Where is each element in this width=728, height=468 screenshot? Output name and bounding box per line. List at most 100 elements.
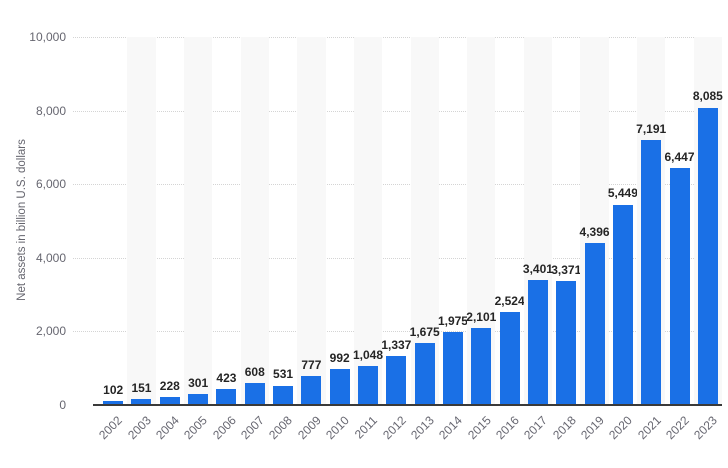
- y-axis-tick-label: 0: [59, 398, 66, 412]
- x-axis-year-label: 2003: [124, 413, 154, 443]
- bar-2011: [358, 366, 379, 405]
- x-axis-year-label: 2018: [549, 413, 579, 443]
- chart-column: 8,085: [692, 37, 723, 405]
- y-axis-title: Net assets in billion U.S. dollars: [16, 139, 28, 301]
- chart-column: 1,337: [381, 37, 412, 405]
- bar-2019: [584, 243, 605, 405]
- chart-column: 7,191: [636, 37, 667, 405]
- bar-value-label: 531: [273, 367, 294, 382]
- x-axis-year-label: 2019: [577, 413, 607, 443]
- chart-column: 608: [240, 37, 269, 405]
- bar-2007: [244, 382, 265, 405]
- bar-value-label: 8,085: [692, 89, 723, 104]
- bar-2014: [442, 332, 463, 405]
- bar-value-label: 6,447: [664, 149, 695, 164]
- bar-2021: [641, 140, 662, 405]
- bar-2003: [131, 399, 152, 405]
- bar-2020: [612, 204, 633, 405]
- bar-2006: [216, 389, 237, 405]
- chart-column: 1,675: [409, 37, 440, 405]
- bar-2017: [527, 279, 548, 405]
- x-axis-year-label: 2006: [209, 413, 239, 443]
- chart-column: 992: [326, 37, 354, 405]
- y-axis-tick-label: 4,000: [35, 250, 66, 265]
- bar-value-label: 151: [131, 381, 152, 396]
- chart-column: 301: [183, 37, 213, 405]
- chart-column: 3,401: [522, 37, 553, 405]
- gridline: [73, 184, 722, 186]
- chart-column: 228: [156, 37, 184, 405]
- bar-2012: [386, 355, 407, 405]
- chart-column: 3,371: [551, 37, 582, 405]
- x-axis-year-label: 2023: [691, 413, 721, 443]
- bar-value-label: 2,524: [494, 294, 525, 309]
- bar-2018: [556, 280, 577, 405]
- chart-column: 531: [269, 37, 297, 405]
- bar-value-label: 102: [103, 383, 124, 398]
- x-axis-year-label: 2021: [634, 413, 664, 443]
- gridline: [73, 37, 722, 38]
- bar-value-label: 3,401: [522, 261, 553, 276]
- bar-2005: [188, 393, 209, 405]
- chart-column: 151: [127, 37, 156, 405]
- bar-2022: [669, 167, 690, 405]
- gridline: [73, 110, 722, 112]
- y-axis-tick-label: 8,000: [35, 103, 66, 118]
- bar-value-label: 777: [301, 358, 322, 373]
- bar-value-label: 228: [159, 378, 180, 393]
- chart-column: 423: [212, 37, 240, 405]
- y-axis-tick-label: 10,000: [29, 30, 66, 44]
- bar-value-label: 5,449: [607, 186, 638, 201]
- x-axis-year-label: 2014: [436, 413, 466, 443]
- x-axis-year-label: 2012: [379, 413, 409, 443]
- chart-column: 6,447: [664, 37, 695, 405]
- bar-2016: [499, 312, 520, 405]
- bar-value-label: 3,371: [551, 262, 582, 277]
- bar-2010: [329, 368, 350, 405]
- x-axis-year-label: 2022: [662, 413, 692, 443]
- x-axis-year-label: 2002: [96, 413, 126, 443]
- bar-2004: [159, 396, 180, 405]
- x-axis-year-label: 2009: [294, 413, 324, 443]
- bar-value-label: 2,101: [466, 309, 497, 324]
- x-axis-year-label: 2016: [493, 413, 522, 443]
- bar-value-label: 1,337: [381, 337, 412, 352]
- bar-2009: [301, 376, 322, 405]
- bar-value-label: 1,675: [409, 325, 440, 340]
- chart-column: 2,524: [494, 37, 525, 405]
- gridline: [73, 331, 722, 333]
- x-axis-year-label: 2004: [153, 413, 182, 443]
- bar-value-label: 4,396: [579, 225, 610, 240]
- y-axis-tick-label: 2,000: [35, 324, 66, 339]
- x-axis-year-label: 2015: [464, 413, 494, 443]
- bar-value-label: 301: [188, 375, 209, 390]
- x-axis-year-label: 2011: [352, 413, 381, 442]
- chart-column: 102: [99, 37, 127, 405]
- chart-column: 2,101: [466, 37, 497, 405]
- x-axis-year-label: 2017: [521, 413, 551, 443]
- chart-column: 1,975: [437, 37, 468, 405]
- x-axis-year-label: 2013: [408, 413, 437, 443]
- chart-column: 1,048: [353, 37, 384, 405]
- x-axis-year-label: 2007: [238, 413, 267, 443]
- chart-column: 777: [297, 37, 326, 405]
- bar-2015: [471, 327, 492, 405]
- x-axis-year-label: 2005: [181, 413, 211, 443]
- bar-2013: [414, 343, 435, 405]
- bar-value-label: 608: [244, 364, 265, 379]
- bar-value-label: 1,048: [353, 348, 384, 363]
- y-axis-tick-label: 6,000: [35, 177, 66, 192]
- chart-column: 4,396: [579, 37, 610, 405]
- chart-column: 5,449: [607, 37, 638, 405]
- bar-2023: [697, 107, 718, 405]
- plot-area: 102 151 228 301 423 608 531 777 992 1,048 1,337 1,6…: [99, 37, 723, 405]
- x-axis-year-label: 2008: [266, 413, 296, 443]
- bar-value-label: 7,191: [636, 122, 667, 137]
- x-axis-line: [93, 404, 722, 406]
- bar-value-label: 423: [216, 371, 237, 386]
- gridline: [73, 257, 722, 259]
- bar-2002: [103, 401, 124, 405]
- bar-value-label: 1,975: [437, 314, 468, 329]
- bar-2008: [273, 385, 294, 405]
